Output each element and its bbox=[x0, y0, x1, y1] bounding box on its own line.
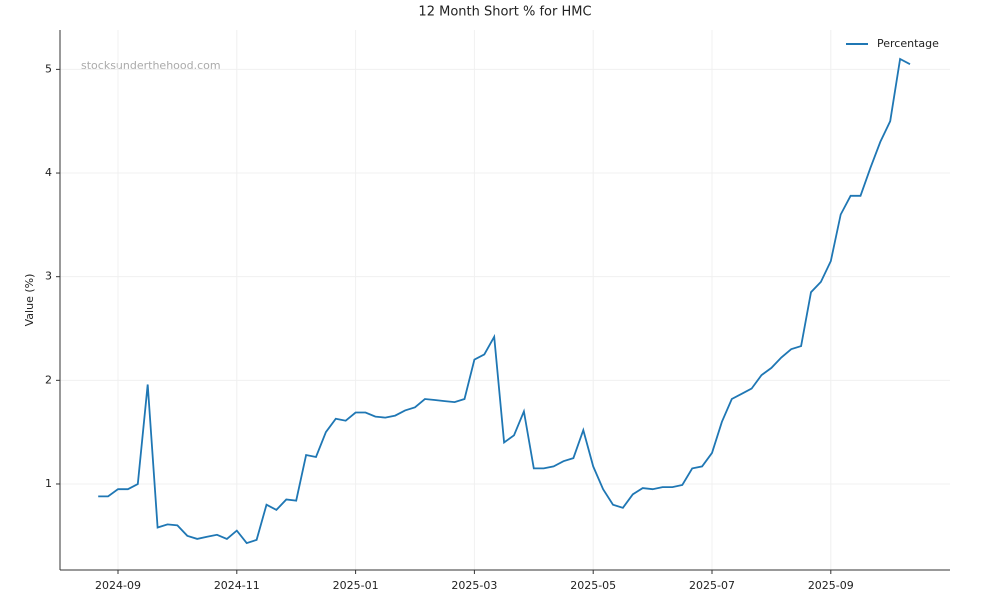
x-tick-label: 2025-09 bbox=[808, 579, 854, 592]
x-tick-label: 2025-05 bbox=[570, 579, 616, 592]
x-tick-label: 2025-01 bbox=[333, 579, 379, 592]
x-tick-label: 2024-11 bbox=[214, 579, 260, 592]
y-tick-label: 3 bbox=[45, 270, 52, 283]
y-axis-label: Value (%) bbox=[23, 274, 36, 327]
x-tick-label: 2025-07 bbox=[689, 579, 735, 592]
legend-label: Percentage bbox=[877, 37, 939, 50]
chart-title: 12 Month Short % for HMC bbox=[418, 5, 591, 20]
x-tick-label: 2025-03 bbox=[451, 579, 497, 592]
y-tick-label: 4 bbox=[45, 166, 52, 179]
watermark: stocksunderthehood.com bbox=[81, 59, 221, 72]
y-tick-label: 1 bbox=[45, 477, 52, 490]
line-series bbox=[98, 57, 911, 545]
y-tick-label: 2 bbox=[45, 373, 52, 386]
x-tick-label: 2024-09 bbox=[95, 579, 141, 592]
y-tick-label: 5 bbox=[45, 62, 52, 75]
